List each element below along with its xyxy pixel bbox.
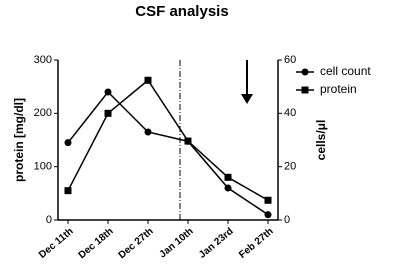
y2-tick-label: 40 [284,107,296,119]
marker [144,128,152,136]
x-tick-label: Dec 27th [117,226,156,261]
y-tick-label: 100 [34,161,52,173]
y-tick-label: 300 [34,54,52,66]
y2-tick-label: 60 [284,54,296,66]
x-tick-label: Dec 11th [37,226,76,261]
series-line [67,90,269,216]
legend-label: cell count [320,64,371,78]
y-axis-label: protein [mg/dl] [12,98,26,182]
marker [264,211,272,219]
marker [64,139,72,147]
chart-title: CSF analysis [135,3,228,20]
x-tick-label: Dec 18th [77,226,116,261]
marker [104,88,112,96]
marker [184,137,192,145]
series-line [67,79,269,201]
marker [224,173,232,181]
x-tick-label: Jan 23rd [197,226,236,261]
marker [144,76,152,84]
x-tick-label: Feb 27th [237,226,276,261]
y2-tick-label: 20 [284,161,296,173]
marker [104,109,112,117]
y2-tick-label: 0 [284,214,290,226]
y2-axis-label: cells/μl [314,120,328,161]
marker [264,196,272,204]
x-tick-label: Jan 10th [157,226,195,261]
legend-label: protein [320,82,357,96]
marker [64,187,72,195]
arrow-head [241,94,253,104]
y-tick-label: 200 [34,107,52,119]
legend-marker [301,68,309,76]
marker [224,184,232,192]
y-tick-label: 0 [46,214,52,226]
legend-marker [301,86,309,94]
